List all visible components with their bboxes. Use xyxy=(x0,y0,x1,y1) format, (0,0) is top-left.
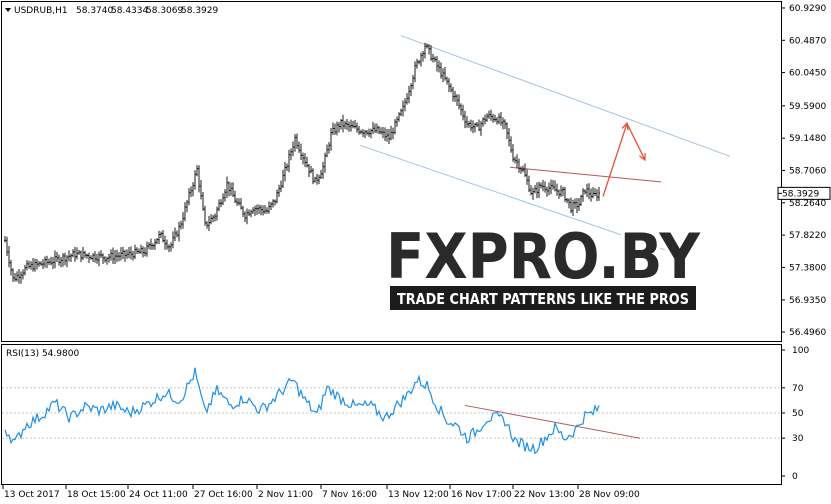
channel-upper-line xyxy=(400,35,731,157)
time-axis: 13 Oct 2017 18 Oct 15:00 24 Oct 11:00 27 Oc… xyxy=(2,485,640,500)
time-tick-label: 27 Oct 16:00 xyxy=(194,490,253,500)
rsi-series xyxy=(4,367,600,455)
resistance-trend-line xyxy=(509,166,662,183)
watermark-brand-outline: FXPRO.BY xyxy=(386,220,701,293)
forecast-arrow-head-up xyxy=(621,122,629,131)
collapse-triangle-icon xyxy=(5,8,11,12)
price-tick-label: 57.8220 xyxy=(789,231,826,241)
price-axis: 60.9290 60.4870 60.0450 59.5900 59.1480 58.70… xyxy=(778,4,826,338)
watermark-tagline-bg xyxy=(390,286,696,310)
price-tick-label: 56.9350 xyxy=(789,296,826,306)
rsi-tick-label: 100 xyxy=(792,346,809,356)
rsi-tick-label: 70 xyxy=(792,384,804,394)
time-tick-label: 16 Nov 17:00 xyxy=(451,490,512,500)
time-tick-label: 28 Nov 09:00 xyxy=(579,490,640,500)
watermark-logo: FXPRO.BY FXPRO.BY TRADE CHART PATTERNS L… xyxy=(382,216,705,310)
ohlc-low: 58.3069 xyxy=(146,6,183,16)
forecast-arrow-head-down xyxy=(639,152,646,162)
time-tick-label: 22 Nov 13:00 xyxy=(514,490,575,500)
time-tick-label: 18 Oct 15:00 xyxy=(67,490,126,500)
price-tick-label: 56.4960 xyxy=(789,328,826,338)
ohlc-close: 58.3929 xyxy=(181,6,218,16)
rsi-tick-label: 50 xyxy=(792,409,804,419)
time-tick-label: 24 Oct 11:00 xyxy=(129,490,188,500)
time-tick-label: 13 Nov 12:00 xyxy=(388,490,449,500)
time-tick-label: 2 Nov 11:00 xyxy=(258,490,313,500)
price-panel-header: USDRUB,H1 58.3740 58.4334 58.3069 58.392… xyxy=(5,6,218,16)
price-tick-label: 60.9290 xyxy=(789,4,826,14)
price-tick-label: 58.7060 xyxy=(789,166,826,176)
price-tick-label: 59.5900 xyxy=(789,102,826,112)
symbol-title: USDRUB,H1 xyxy=(14,6,68,16)
price-tick-label: 57.3800 xyxy=(789,263,826,273)
chart-drawings xyxy=(359,35,731,439)
ohlc-high: 58.4334 xyxy=(111,6,148,16)
price-bars xyxy=(4,42,600,284)
time-tick-label: 7 Nov 16:00 xyxy=(322,490,377,500)
rsi-title: RSI(13) 54.9800 xyxy=(6,349,79,359)
price-tick-label: 60.0450 xyxy=(789,69,826,79)
price-tick-label: 60.4870 xyxy=(789,36,826,46)
rsi-tick-label: 0 xyxy=(792,472,798,482)
time-tick-label: 13 Oct 2017 xyxy=(4,490,60,500)
channel-lower-line xyxy=(359,144,666,251)
watermark-brand: FXPRO.BY xyxy=(386,220,701,293)
current-price-label: 58.3929 xyxy=(782,189,819,199)
rsi-trend-line xyxy=(464,404,641,439)
price-panel-frame xyxy=(1,1,782,342)
rsi-axis: 100 70 50 30 0 xyxy=(781,346,809,482)
price-tick-label: 58.2640 xyxy=(789,199,826,209)
rsi-tick-label: 30 xyxy=(792,434,804,444)
watermark-tagline: TRADE CHART PATTERNS LIKE THE PROS xyxy=(397,290,689,308)
price-tick-label: 59.1480 xyxy=(789,134,826,144)
current-price-marker: 58.3929 xyxy=(777,186,831,200)
ohlc-open: 58.3740 xyxy=(76,6,113,16)
rsi-line xyxy=(4,367,600,455)
